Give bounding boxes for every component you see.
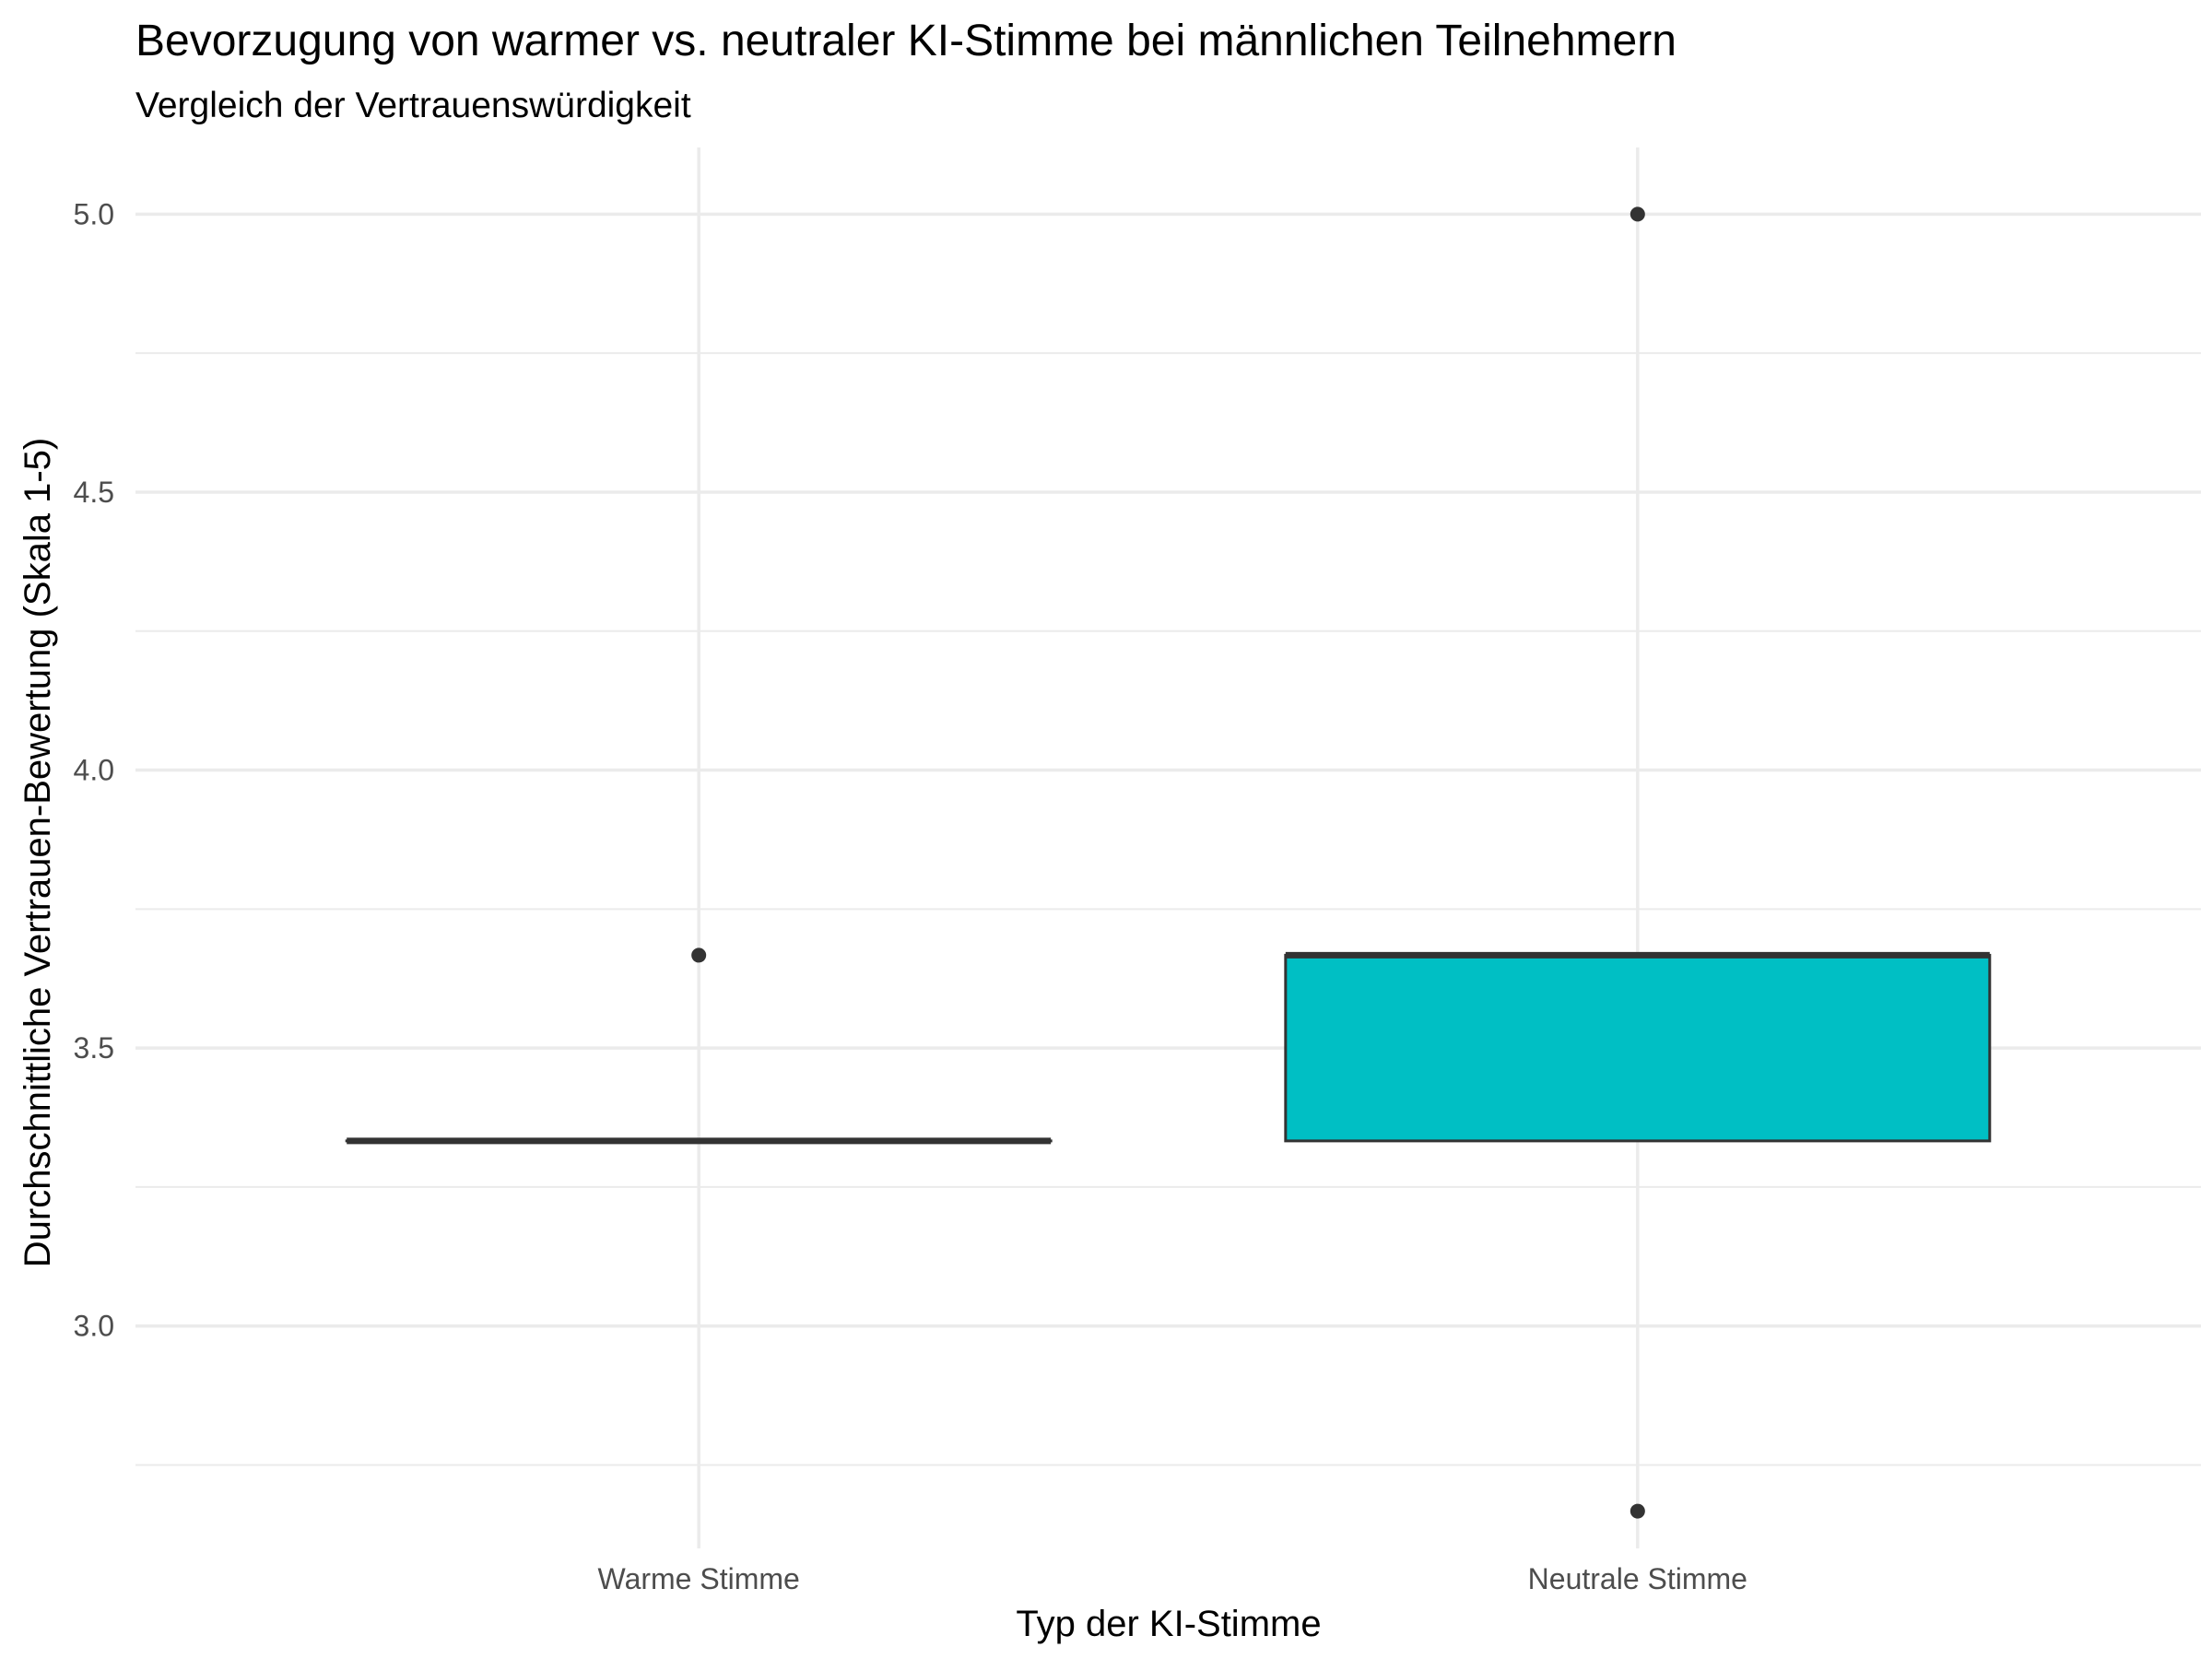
box-body [1284, 953, 1992, 1143]
y-tick-label: 3.5 [74, 1031, 114, 1065]
box-2 [1284, 206, 1992, 1519]
chart-subtitle: Vergleich der Vertrauenswürdigkeit [135, 86, 691, 125]
x-axis-title: Typ der KI-Stimme [1016, 1604, 1321, 1644]
boxes [345, 206, 1992, 1519]
y-axis-title: Durchschnittliche Vertrauen-Bewertung (S… [18, 438, 58, 1267]
chart-title: Bevorzugung von warmer vs. neutraler KI-… [135, 17, 1677, 65]
outlier-point [1630, 1503, 1645, 1519]
y-tick-label: 3.0 [74, 1310, 114, 1343]
x-tick-label: Neutrale Stimme [1528, 1562, 1747, 1595]
y-tick-label: 4.5 [74, 476, 114, 509]
box-1 [345, 947, 1053, 1145]
y-axis-tick-labels: 3.0 3.5 4.0 4.5 5.0 [74, 197, 114, 1342]
outlier-point [1630, 206, 1645, 222]
y-tick-label: 5.0 [74, 197, 114, 230]
x-tick-label: Warme Stimme [598, 1562, 800, 1595]
x-axis-tick-labels: Warme Stimme Neutrale Stimme [598, 1562, 1747, 1595]
outlier-point [691, 947, 707, 963]
gridlines [135, 147, 2201, 1548]
y-tick-label: 4.0 [74, 754, 114, 787]
